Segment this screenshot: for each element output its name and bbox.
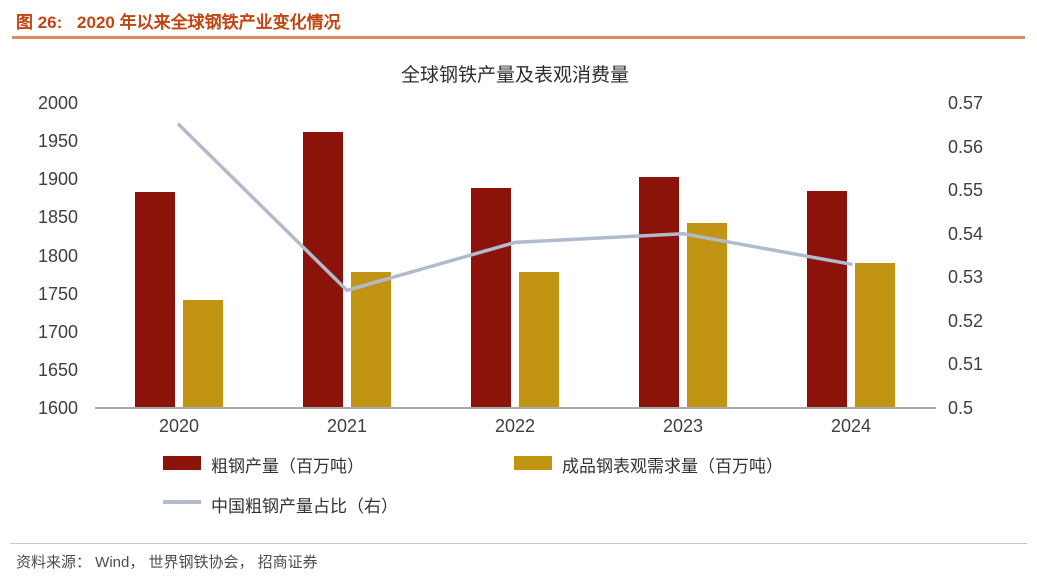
left-axis-tick: 1950: [37, 131, 78, 152]
legend-label-china-share: 中国粗钢产量占比（右）: [211, 497, 398, 516]
right-axis-tick: 0.52: [948, 310, 984, 331]
right-axis-tick: 0.54: [948, 223, 984, 244]
x-axis-line: [95, 407, 936, 409]
x-axis-label-2020: 2020: [158, 416, 200, 436]
x-axis-label-2022: 2022: [494, 416, 536, 436]
bar-finished-steel-2024: [855, 263, 895, 408]
figure-number: 图 26:: [16, 13, 63, 32]
china-share-polyline: [177, 123, 853, 293]
bar-crude-steel-2024: [807, 190, 847, 408]
legend-label-finished-steel: 成品钢表观需求量（百万吨）: [562, 457, 783, 476]
bar-crude-steel-2021: [303, 131, 343, 408]
right-axis-tick: 0.53: [948, 267, 984, 288]
bar-crude-steel-2020: [135, 192, 175, 408]
right-axis-tick: 0.55: [948, 180, 984, 201]
right-axis-tick: 0.51: [948, 354, 984, 375]
left-axis-tick: 1850: [37, 207, 78, 228]
x-axis-label-2024: 2024: [830, 416, 872, 436]
chart-title: 全球钢铁产量及表观消费量: [400, 65, 629, 86]
bar-crude-steel-2022: [471, 188, 511, 408]
bar-finished-steel-2022: [519, 271, 559, 408]
left-axis-tick: 1750: [37, 283, 78, 304]
left-axis-tick: 1600: [37, 398, 78, 418]
legend-swatch-crude-steel: [163, 456, 201, 470]
x-axis-label-2023: 2023: [662, 416, 704, 436]
right-axis-tick: 0.5: [948, 398, 974, 418]
x-axis-label-2021: 2021: [326, 416, 368, 436]
bar-finished-steel-2020: [183, 299, 223, 408]
right-axis-tick: 0.57: [948, 93, 984, 113]
left-axis-tick: 1800: [37, 245, 78, 266]
legend-swatch-finished-steel: [514, 456, 552, 470]
left-axis-tick: 1900: [37, 169, 78, 190]
legend-swatch-china-share: [163, 500, 201, 504]
bar-finished-steel-2021: [351, 272, 391, 408]
china-share-line: [177, 123, 853, 293]
left-axis-tick: 1700: [37, 321, 78, 342]
caption-underline: [12, 36, 1025, 39]
bar-finished-steel-2023: [687, 222, 727, 408]
figure-caption: 图 26: 2020 年以来全球钢铁产业变化情况: [16, 8, 341, 33]
bar-crude-steel-2023: [639, 176, 679, 408]
footer-divider: [10, 543, 1027, 544]
figure-caption-title: 2020 年以来全球钢铁产业变化情况: [77, 13, 341, 32]
left-axis-tick: 2000: [37, 93, 78, 113]
left-axis-tick: 1650: [37, 359, 78, 380]
legend-label-crude-steel: 粗钢产量（百万吨）: [211, 457, 364, 476]
right-axis-tick: 0.56: [948, 136, 984, 157]
source-note: 资料来源： Wind， 世界钢铁协会， 招商证券: [16, 554, 318, 571]
